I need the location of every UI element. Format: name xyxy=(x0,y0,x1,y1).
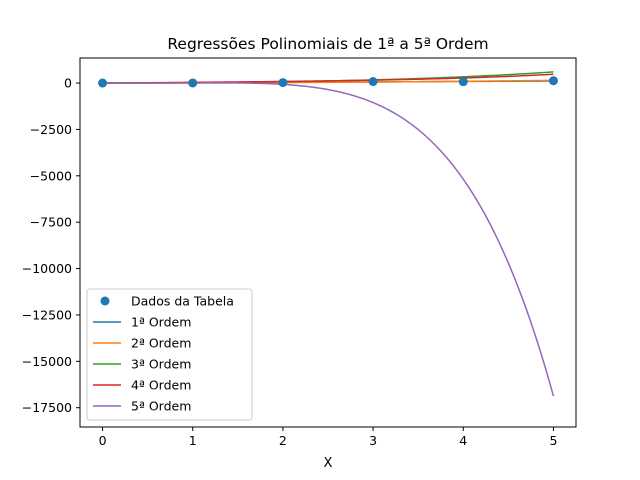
legend-label-5: 5ª Ordem xyxy=(131,399,191,414)
legend-box xyxy=(86,288,253,421)
x-tick-label: 5 xyxy=(549,433,557,448)
y-axis: 0 −2500 −5000 −7500 −10000 −12500 −15000 −17500 xyxy=(22,76,80,415)
legend-label-4: 4ª Ordem xyxy=(131,378,191,393)
x-tick-label: 2 xyxy=(279,433,287,448)
x-axis: 0 1 2 3 4 5 xyxy=(99,427,557,448)
chart-title: Regressões Polinomiais de 1ª a 5ª Ordem xyxy=(167,35,488,53)
scatter-point xyxy=(548,76,558,86)
plot-area-frame xyxy=(79,57,577,428)
scatter-point xyxy=(368,77,378,87)
series-layer xyxy=(102,71,555,397)
legend: Dados da Tabela 1ª Ordem 2ª Ordem 3ª Ordem 4… xyxy=(86,288,253,421)
y-tick-label: −15000 xyxy=(22,354,72,369)
scatter-layer xyxy=(98,76,558,88)
x-tick-label: 0 xyxy=(99,433,107,448)
scatter-point xyxy=(458,77,468,87)
x-axis-label: X xyxy=(324,456,333,471)
x-tick-label: 1 xyxy=(189,433,197,448)
x-tick-label: 3 xyxy=(369,433,377,448)
y-tick-label: −2500 xyxy=(30,122,72,137)
scatter-point xyxy=(98,78,108,88)
y-tick-label: −5000 xyxy=(30,168,72,183)
y-tick-label: −7500 xyxy=(30,215,72,230)
y-tick-label: −10000 xyxy=(22,261,72,276)
series-line-5 xyxy=(102,82,555,397)
y-tick-label: −17500 xyxy=(22,400,72,415)
y-tick-label: 0 xyxy=(64,76,72,91)
x-tick-label: 4 xyxy=(459,433,467,448)
y-tick-label: −12500 xyxy=(22,307,72,322)
legend-marker-scatter xyxy=(100,296,110,306)
legend-label-3: 3ª Ordem xyxy=(131,357,191,372)
scatter-point xyxy=(188,78,198,88)
legend-label-1: 1ª Ordem xyxy=(131,315,191,330)
legend-label-scatter: Dados da Tabela xyxy=(131,294,234,309)
legend-label-2: 2ª Ordem xyxy=(131,336,191,351)
scatter-point xyxy=(278,78,288,88)
